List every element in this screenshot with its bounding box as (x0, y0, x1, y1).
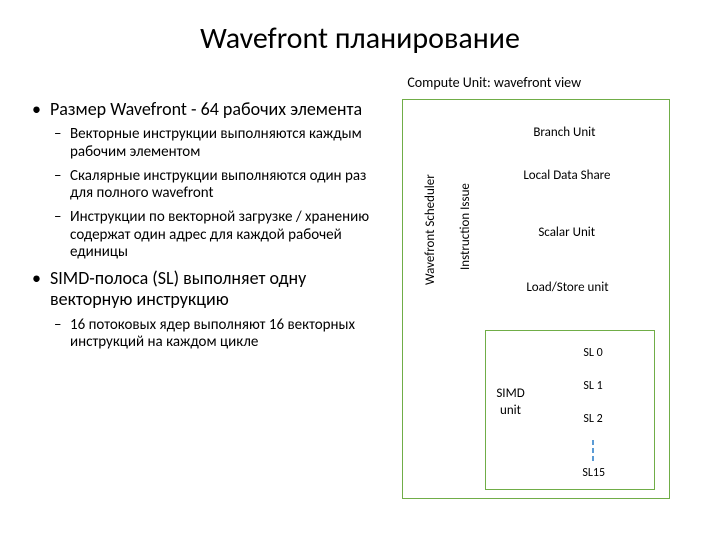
bullet-level2: Инструкции по векторной загрузке / хране… (30, 209, 382, 262)
local-data-share-label: Local Data Share (523, 168, 610, 183)
dot-icon (592, 448, 594, 453)
bullet-level2: Векторные инструкции выполняются каждым … (30, 126, 382, 161)
instruction-issue-label: Instruction Issue (458, 170, 473, 270)
branch-unit-label: Branch Unit (533, 125, 595, 140)
sl-label: SL 1 (583, 379, 602, 393)
simd-unit-label: SIMDunit (496, 386, 524, 420)
diagram-area: Compute Unit: wavefront view Wavefront S… (382, 69, 690, 499)
scalar-unit-label: Scalar Unit (538, 225, 595, 240)
simd-unit-text: SIMDunit (496, 386, 524, 418)
ellipsis-dots (592, 440, 594, 461)
dot-icon (592, 456, 594, 461)
simd-unit-box: SIMDunit SL 0 SL 1 SL 2 SL15 (485, 330, 655, 490)
diagram-header: Compute Unit: wavefront view (382, 69, 690, 99)
sl-label: SL 2 (583, 412, 602, 426)
sl-label: SL 0 (583, 346, 602, 360)
content-area: Размер Wavefront - 64 рабочих элемента В… (0, 69, 720, 499)
slide-title: Wavefront планирование (0, 0, 720, 69)
load-store-label: Load/Store unit (526, 280, 608, 295)
wavefront-scheduler-label: Wavefront Scheduler (423, 155, 438, 285)
bullet-list: Размер Wavefront - 64 рабочих элемента В… (30, 69, 382, 499)
bullet-level1: SIMD-полоса (SL) выполняет одну векторну… (30, 268, 382, 310)
sl-label: SL15 (582, 466, 605, 480)
dot-icon (592, 440, 594, 445)
bullet-level1: Размер Wavefront - 64 рабочих элемента (30, 99, 382, 120)
bullet-level2: Скалярные инструкции выполняются один ра… (30, 168, 382, 203)
bullet-level2: 16 потоковых ядер выполняют 16 векторных… (30, 317, 382, 352)
compute-unit-box: Wavefront Scheduler Instruction Issue Br… (402, 99, 670, 499)
